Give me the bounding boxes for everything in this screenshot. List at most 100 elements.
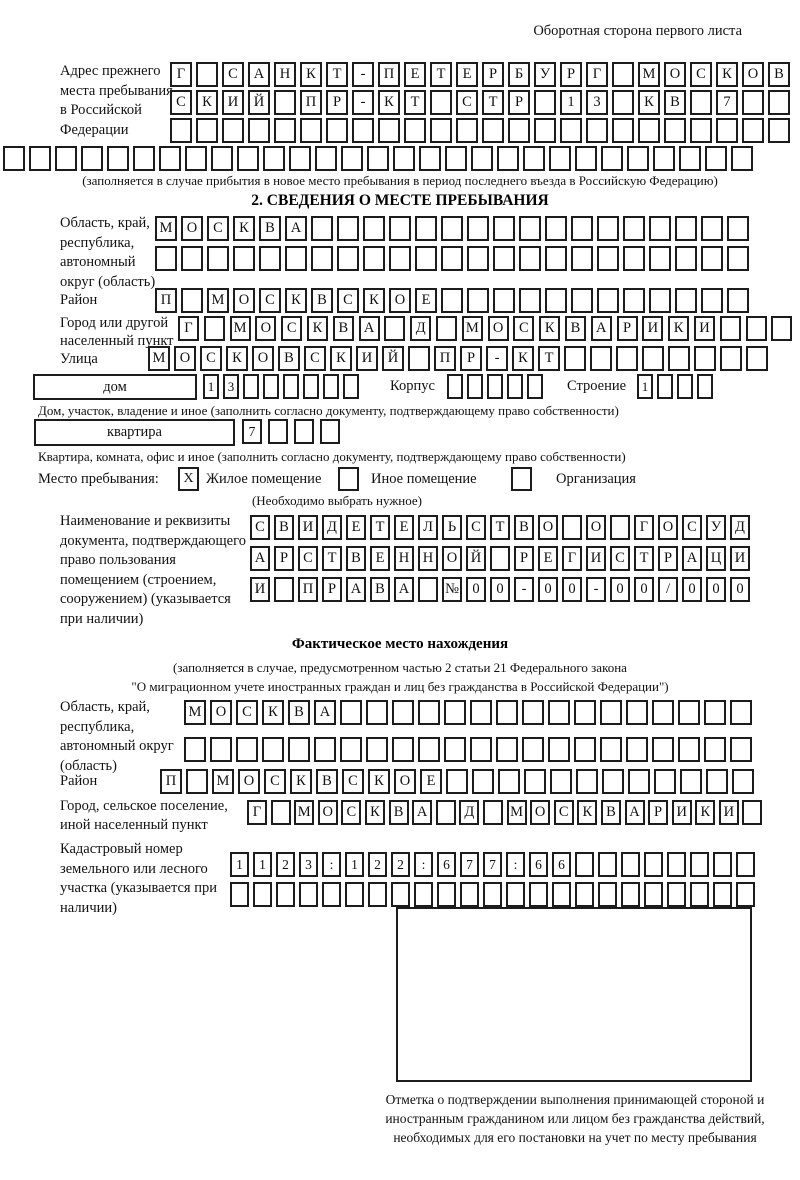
form-cell: К xyxy=(695,800,716,825)
form-cell xyxy=(315,146,337,171)
form-cell: Д xyxy=(410,316,432,341)
form-cell: О xyxy=(658,515,678,540)
form-cell: Е xyxy=(415,288,437,313)
form-cell: Р xyxy=(508,90,530,115)
form-cell xyxy=(471,146,493,171)
form-cell xyxy=(678,737,700,762)
checkbox-organizaciya[interactable] xyxy=(511,467,532,491)
oblast-row-2[interactable] xyxy=(155,246,749,271)
form-cell: 1 xyxy=(253,852,272,877)
form-cell xyxy=(237,146,259,171)
form-cell: А xyxy=(682,546,702,571)
korpus-row[interactable] xyxy=(447,374,543,399)
form-cell xyxy=(81,146,103,171)
form-cell xyxy=(490,546,510,571)
prev-address-label: Адрес прежнего места пребывания в Россий… xyxy=(60,63,173,138)
checkbox-inoe[interactable] xyxy=(338,467,359,491)
form-cell xyxy=(576,769,598,794)
form-cell: Г xyxy=(586,62,608,87)
form-cell: М xyxy=(461,316,483,341)
kvartira-row[interactable]: 7 xyxy=(242,419,340,444)
form-cell xyxy=(340,737,362,762)
kadastr-row-2[interactable] xyxy=(230,882,755,907)
form-cell: О xyxy=(742,62,764,87)
form-cell xyxy=(418,737,440,762)
form-cell xyxy=(299,882,318,907)
form-cell xyxy=(276,882,295,907)
form-cell: Е xyxy=(420,769,442,794)
form-cell xyxy=(529,882,548,907)
form-cell: В xyxy=(388,800,409,825)
kvartira-box: квартира xyxy=(34,419,235,446)
form-cell xyxy=(601,146,623,171)
form-cell xyxy=(610,515,630,540)
form-cell: К xyxy=(226,346,248,371)
mesto-caption: (Необходимо выбрать нужное) xyxy=(251,493,423,508)
form-cell: Л xyxy=(418,515,438,540)
form-cell xyxy=(602,769,624,794)
stamp-area xyxy=(396,907,752,1082)
form-cell: К xyxy=(512,346,534,371)
stamp-caption: Отметка о подтверждении выполнения прини… xyxy=(385,1092,765,1145)
form-cell: Т xyxy=(404,90,426,115)
prev-address-row-3[interactable] xyxy=(170,118,790,143)
form-cell: А xyxy=(624,800,645,825)
form-cell xyxy=(294,419,314,444)
form-cell xyxy=(705,146,727,171)
form-cell: Й xyxy=(466,546,486,571)
form-cell xyxy=(483,882,502,907)
option-inoe-label: Иное помещение xyxy=(371,471,477,487)
form-cell xyxy=(498,769,520,794)
form-cell xyxy=(211,146,233,171)
form-cell xyxy=(184,737,206,762)
form-cell xyxy=(626,737,648,762)
prev-address-row-4[interactable] xyxy=(3,146,753,171)
form-cell: Е xyxy=(404,62,426,87)
form-cell xyxy=(467,374,483,399)
form-cell xyxy=(523,146,545,171)
stroenie-row[interactable]: 1 xyxy=(637,374,713,399)
form-cell xyxy=(155,246,177,271)
form-cell: 0 xyxy=(610,577,630,602)
form-cell xyxy=(664,118,686,143)
checkbox-zhiloe[interactable]: X xyxy=(178,467,199,491)
form-cell xyxy=(222,118,244,143)
form-cell xyxy=(550,769,572,794)
page-side-note: Оборотная сторона первого листа xyxy=(533,23,742,39)
form-cell xyxy=(552,882,571,907)
form-cell xyxy=(600,737,622,762)
form-cell xyxy=(657,374,673,399)
form-cell: 7 xyxy=(460,852,479,877)
form-cell: К xyxy=(364,800,385,825)
form-cell xyxy=(185,146,207,171)
form-cell xyxy=(368,882,387,907)
form-cell: Р xyxy=(514,546,534,571)
form-cell xyxy=(444,737,466,762)
form-cell: С xyxy=(304,346,326,371)
document-row-3[interactable]: И П Р А В А № 0 0-0 0-0 0/0 0 0 xyxy=(250,577,750,602)
form-cell xyxy=(597,216,619,241)
fact-oblast-row-2[interactable] xyxy=(184,737,752,762)
form-cell xyxy=(289,146,311,171)
form-cell: - xyxy=(352,62,374,87)
form-cell xyxy=(274,577,294,602)
form-cell: М xyxy=(294,800,315,825)
form-cell xyxy=(730,700,752,725)
form-cell: А xyxy=(285,216,307,241)
form-cell xyxy=(745,316,767,341)
form-cell xyxy=(207,246,229,271)
form-cell: В xyxy=(346,546,366,571)
